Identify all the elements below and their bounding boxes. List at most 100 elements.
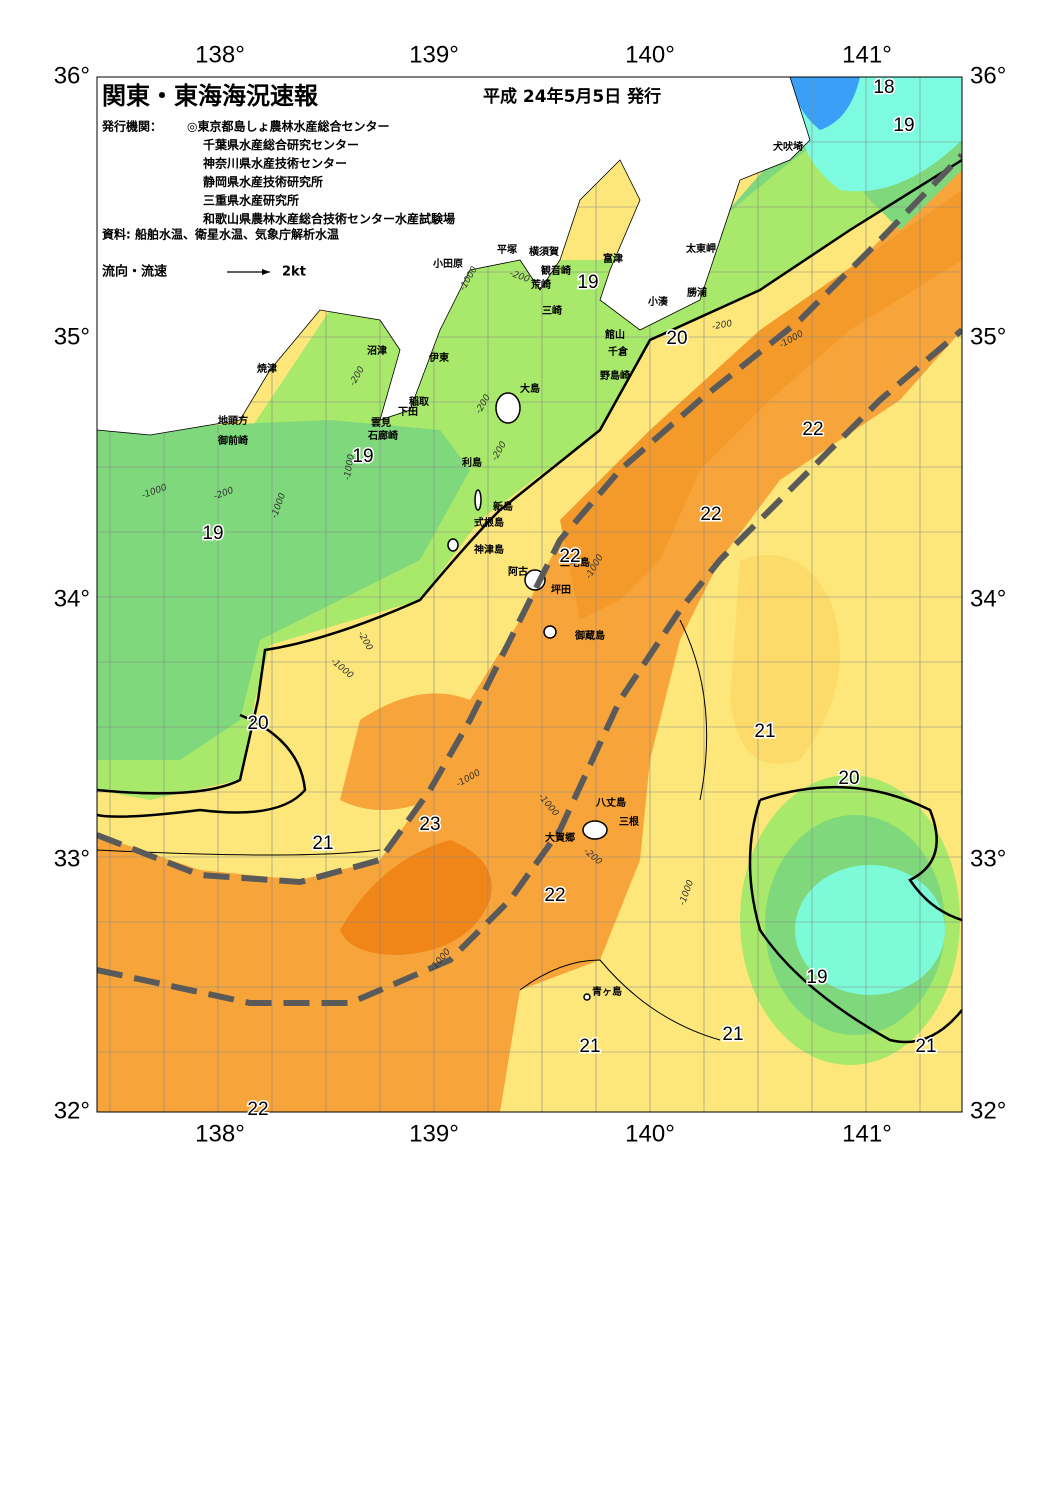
place-name: 横須賀 xyxy=(529,245,559,258)
isotherm-label: 21 xyxy=(312,833,333,854)
longitude-label: 140° xyxy=(625,1120,675,1147)
place-name: 新島 xyxy=(493,500,513,513)
latitude-label: 35° xyxy=(54,323,90,350)
kuroshio-south xyxy=(97,327,962,1006)
legend-speed: 2kt xyxy=(282,265,306,280)
kuroshio-axis xyxy=(97,152,962,1006)
place-name: 犬吠埼 xyxy=(773,140,803,153)
place-name: 雲見 xyxy=(371,417,391,429)
isotherm-label: 18 xyxy=(873,77,894,98)
isotherm xyxy=(97,713,307,818)
islands xyxy=(447,392,608,1001)
depth-label: -1000 xyxy=(343,453,357,481)
latitude-label: 32° xyxy=(54,1097,90,1124)
place-name: 小田原 xyxy=(432,257,463,270)
isotherm-label: 22 xyxy=(247,1099,268,1120)
kuroshio-north xyxy=(97,152,962,886)
latitude-label: 33° xyxy=(54,845,90,872)
latitude-label: 33° xyxy=(970,845,1006,872)
isotherm xyxy=(97,158,962,795)
map-title: 関東・東海海況速報 xyxy=(102,82,319,110)
isotherm-label: 22 xyxy=(544,885,565,906)
place-name: 石廊崎 xyxy=(367,429,398,442)
latitude-label: 32° xyxy=(970,1097,1006,1124)
isotherm-label: 20 xyxy=(838,768,859,789)
cold-eddy-core xyxy=(795,865,945,995)
place-name: 沼津 xyxy=(367,344,387,357)
issuer-label: 発行機関： xyxy=(101,119,162,134)
sea-yellow-east xyxy=(730,555,840,764)
issuer: 和歌山県農林水産総合技術センター水産試験場 xyxy=(202,211,455,226)
place-name: 稲取 xyxy=(409,395,430,408)
longitude-label: 141° xyxy=(842,1120,892,1147)
isotherm-label: 19 xyxy=(893,115,914,136)
isotherm-label: 22 xyxy=(802,419,823,440)
issuer: 神奈川県水産技術センター xyxy=(203,156,347,171)
isotherm-label: 23 xyxy=(419,814,440,835)
place-name: 三宅島 xyxy=(560,556,590,569)
island xyxy=(583,993,591,1001)
island xyxy=(543,625,557,639)
place-name: 太東岬 xyxy=(685,242,716,255)
isotherm-label: 20 xyxy=(666,328,687,349)
place-name: 利島 xyxy=(462,456,482,469)
latitude-label: 36° xyxy=(54,62,90,89)
legend-arrowhead xyxy=(262,269,270,275)
isotherm-label: 19 xyxy=(352,446,373,467)
place-name: 八丈島 xyxy=(595,796,626,809)
latitude-label: 34° xyxy=(54,585,90,612)
place-name: 大島 xyxy=(520,382,540,395)
place-name: 神津島 xyxy=(474,543,504,556)
place-name: 焼津 xyxy=(257,362,277,375)
issuer: 三重県水産研究所 xyxy=(203,193,299,208)
depth-label: -200 xyxy=(711,319,733,332)
isotherm-label: 21 xyxy=(722,1024,743,1045)
place-name: 青ヶ島 xyxy=(592,985,622,998)
island xyxy=(495,392,521,424)
isotherm-label: 19 xyxy=(202,523,223,544)
latitude-label: 36° xyxy=(970,62,1006,89)
island xyxy=(582,820,608,840)
isotherm-label: 20 xyxy=(247,713,268,734)
place-name: 小湊 xyxy=(647,295,669,308)
issuer: ◎東京都島しょ農林水産総合センター xyxy=(187,119,389,134)
isotherm-label: 21 xyxy=(915,1036,936,1057)
latitude-label: 34° xyxy=(970,585,1006,612)
place-name: 千倉 xyxy=(608,345,629,358)
place-name: 伊東 xyxy=(428,351,449,364)
issue-date: 平成 24年5月5日 発行 xyxy=(483,86,661,107)
place-name: 勝浦 xyxy=(687,286,707,299)
longitude-label: 138° xyxy=(195,41,245,68)
place-name: 三根 xyxy=(619,815,639,828)
sea-green xyxy=(97,420,470,760)
place-name: 御前崎 xyxy=(217,434,248,447)
place-name: 荒崎 xyxy=(530,278,551,291)
place-name: 坪田 xyxy=(551,583,571,596)
sea-orange-core xyxy=(560,190,962,620)
isotherm-label: 22 xyxy=(559,546,580,567)
cold-water-core xyxy=(790,77,860,130)
place-name: 富津 xyxy=(603,252,623,265)
place-name: 館山 xyxy=(604,328,625,341)
place-name: 野島崎 xyxy=(600,369,630,382)
land xyxy=(97,77,811,436)
longitude-label: 141° xyxy=(842,41,892,68)
map-frame xyxy=(96,76,963,1113)
isotherm-label: 22 xyxy=(700,504,721,525)
place-name: 下田 xyxy=(398,406,418,418)
issuer: 静岡県水産技術研究所 xyxy=(203,174,323,189)
longitude-label: 140° xyxy=(625,41,675,68)
isotherm-label: 19 xyxy=(806,967,827,988)
issuer: 千葉県水産総合研究センター xyxy=(203,137,359,152)
place-name: 地頭方 xyxy=(218,414,248,427)
place-name: 平塚 xyxy=(497,243,517,256)
isotherm-label: 21 xyxy=(754,721,775,742)
isotherm xyxy=(748,785,962,1044)
longitude-label: 139° xyxy=(409,1120,459,1147)
isotherm-label: 21 xyxy=(579,1036,600,1057)
place-name: 式根島 xyxy=(474,516,504,529)
longitude-label: 139° xyxy=(409,41,459,68)
longitude-label: 138° xyxy=(195,1120,245,1147)
